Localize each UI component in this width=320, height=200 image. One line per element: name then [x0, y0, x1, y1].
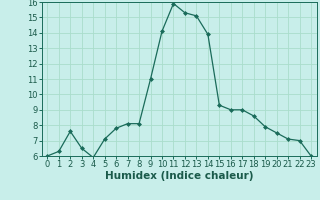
X-axis label: Humidex (Indice chaleur): Humidex (Indice chaleur) [105, 171, 253, 181]
